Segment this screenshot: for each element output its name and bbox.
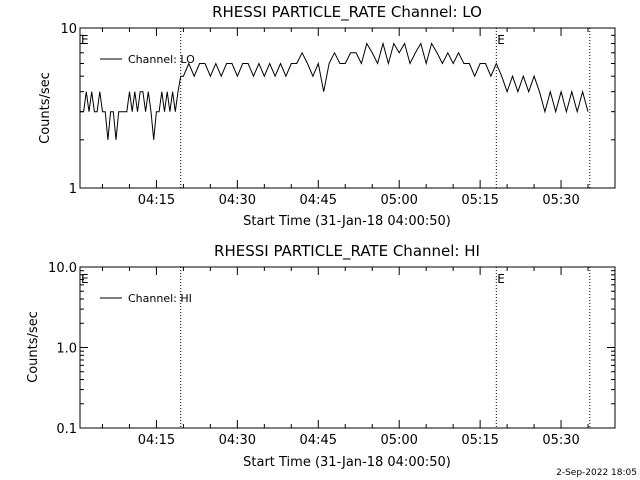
time-marker-label: E <box>81 33 89 47</box>
y-tick-label: 0.1 <box>56 422 77 437</box>
x-tick-label: 04:30 <box>219 193 256 208</box>
x-tick-label: 04:45 <box>300 193 337 208</box>
panel-lo: RHESSI PARTICLE_RATE Channel: LO 04:15 04… <box>38 3 616 229</box>
legend-label: Channel: LO <box>128 53 195 66</box>
timestamp: 2-Sep-2022 18:05 <box>556 468 637 478</box>
x-tick-label: 05:00 <box>380 433 417 448</box>
x-tick-label: 04:15 <box>138 433 175 448</box>
x-tick-label: 05:30 <box>542 433 579 448</box>
plot-area: 04:15 04:30 04:45 05:00 05:15 05:30 1 10 E E Chann… <box>60 22 616 208</box>
y-axis-label: Counts/sec <box>26 311 41 383</box>
time-marker-label: E <box>497 272 505 286</box>
x-tick-label: 05:30 <box>542 193 579 208</box>
series-line <box>80 41 589 140</box>
time-marker-label: E <box>497 33 505 47</box>
x-axis-label: Start Time (31-Jan-18 04:00:50) <box>243 455 451 470</box>
chart-title: RHESSI PARTICLE_RATE Channel: HI <box>214 242 480 261</box>
x-tick-label: 05:15 <box>461 433 498 448</box>
chart-title: RHESSI PARTICLE_RATE Channel: LO <box>212 3 482 22</box>
plot-frame <box>79 27 616 189</box>
y-tick-label: 10 <box>60 22 77 37</box>
time-marker-label: E <box>81 272 89 286</box>
y-tick-label: 1 <box>69 182 77 197</box>
plot-area: 04:15 04:30 04:45 05:00 05:15 05:30 0.1 1.0 10.0… <box>48 261 616 448</box>
y-axis-label: Counts/sec <box>38 72 53 144</box>
x-tick-label: 04:15 <box>138 193 175 208</box>
panel-hi: RHESSI PARTICLE_RATE Channel: HI 04:15 04… <box>26 242 616 470</box>
x-tick-label: 04:45 <box>300 433 337 448</box>
x-axis-label: Start Time (31-Jan-18 04:00:50) <box>243 214 451 229</box>
legend-label: Channel: HI <box>128 292 192 305</box>
x-tick-label: 04:30 <box>219 433 256 448</box>
x-tick-label: 05:00 <box>380 193 417 208</box>
y-tick-label: 10.0 <box>48 261 77 276</box>
y-tick-label: 1.0 <box>56 342 77 357</box>
x-tick-label: 05:15 <box>461 193 498 208</box>
